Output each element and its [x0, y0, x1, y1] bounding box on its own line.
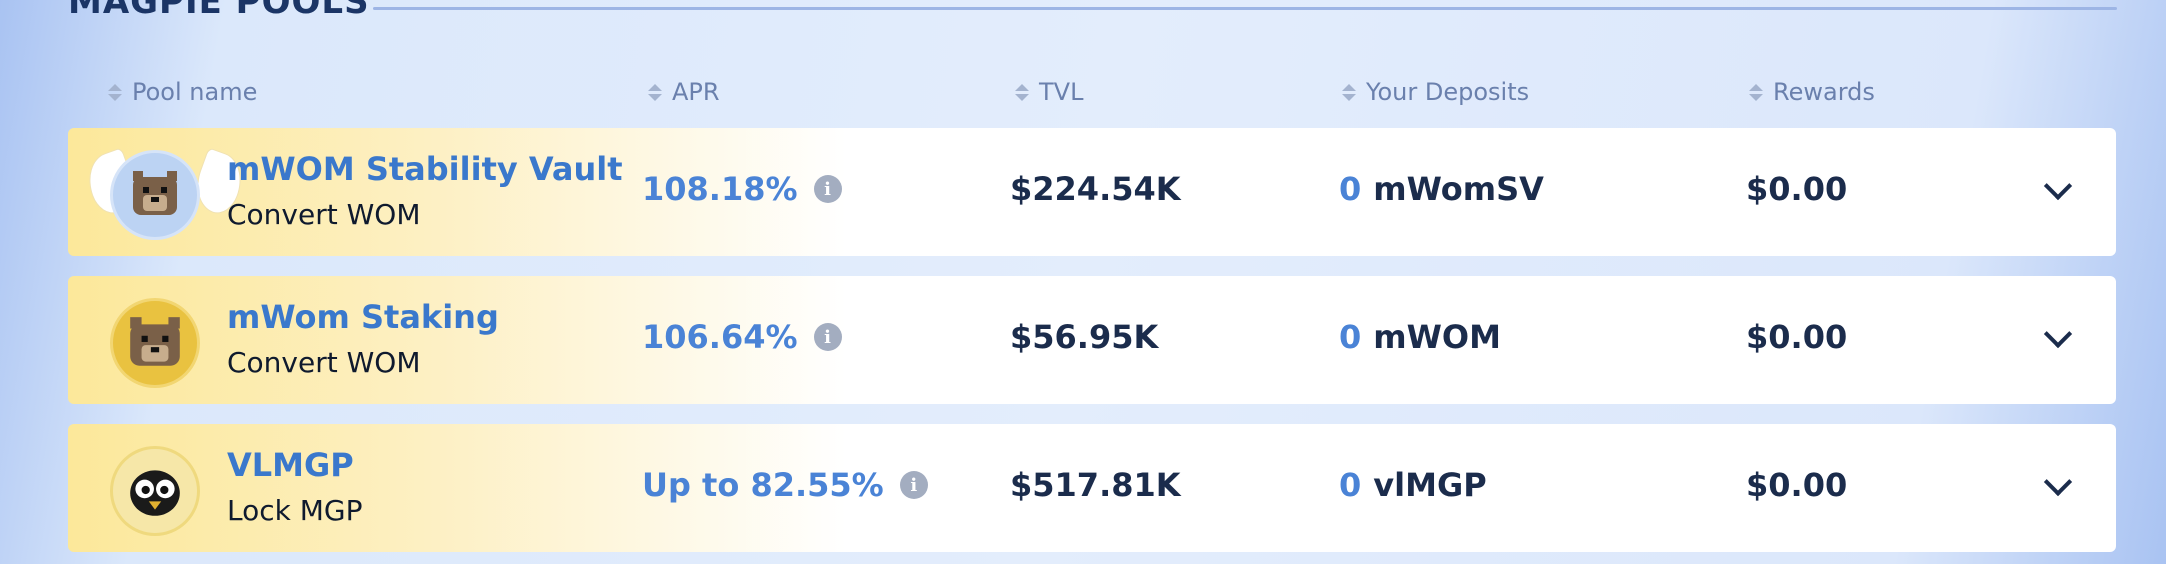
- section-title: MAGPIE POOLS: [68, 0, 370, 22]
- pool-rewards: $0.00: [1746, 318, 1848, 356]
- pool-subtitle: Convert WOM: [227, 346, 421, 379]
- info-icon[interactable]: i: [813, 175, 842, 203]
- sort-icon: [1015, 83, 1029, 101]
- pool-rewards: $0.00: [1746, 170, 1848, 208]
- magpie-icon: [110, 446, 200, 536]
- chevron-down-icon[interactable]: [2043, 467, 2073, 497]
- title-divider: [373, 7, 2117, 10]
- wombat-icon: [110, 298, 200, 388]
- column-header-deposits[interactable]: Your Deposits: [1342, 78, 1529, 106]
- pool-name[interactable]: VLMGP: [227, 446, 354, 484]
- sort-icon: [648, 83, 662, 101]
- sort-icon: [1749, 83, 1763, 101]
- sort-icon: [108, 83, 122, 101]
- pool-row-mwom-staking[interactable]: mWom Staking Convert WOM 106.64% i $56.9…: [68, 276, 2116, 404]
- chevron-down-icon[interactable]: [2043, 171, 2073, 201]
- pool-apr: Up to 82.55% i: [642, 466, 928, 504]
- apr-value: Up to 82.55%: [642, 466, 884, 504]
- deposit-token: mWomSV: [1373, 170, 1544, 208]
- table-header: Pool name APR TVL Your Deposits Rewards: [0, 78, 2166, 108]
- pool-rewards: $0.00: [1746, 466, 1848, 504]
- apr-value: 106.64%: [642, 318, 798, 356]
- column-label: Pool name: [132, 78, 258, 106]
- pool-row-mwom-stability-vault[interactable]: mWOM Stability Vault Convert WOM 108.18%…: [68, 128, 2116, 256]
- column-label: Rewards: [1773, 78, 1875, 106]
- pool-deposit: 0 mWOM: [1339, 318, 1501, 356]
- pool-name[interactable]: mWOM Stability Vault: [227, 150, 623, 188]
- sort-icon: [1342, 83, 1356, 101]
- info-icon[interactable]: i: [899, 471, 928, 499]
- pool-name[interactable]: mWom Staking: [227, 298, 499, 336]
- deposit-amount: 0: [1339, 318, 1362, 356]
- deposit-token: mWOM: [1373, 318, 1501, 356]
- pool-subtitle: Lock MGP: [227, 494, 363, 527]
- deposit-amount: 0: [1339, 466, 1362, 504]
- column-header-tvl[interactable]: TVL: [1015, 78, 1083, 106]
- chevron-down-icon[interactable]: [2043, 319, 2073, 349]
- deposit-token: vlMGP: [1373, 466, 1487, 504]
- column-label: APR: [672, 78, 720, 106]
- pool-tvl: $56.95K: [1010, 318, 1159, 356]
- pool-tvl: $224.54K: [1010, 170, 1181, 208]
- apr-value: 108.18%: [642, 170, 798, 208]
- pool-apr: 108.18% i: [642, 170, 842, 208]
- pool-row-vlmgp[interactable]: VLMGP Lock MGP Up to 82.55% i $517.81K 0…: [68, 424, 2116, 552]
- info-icon[interactable]: i: [813, 323, 842, 351]
- column-header-pool-name[interactable]: Pool name: [108, 78, 257, 106]
- column-label: TVL: [1039, 78, 1084, 106]
- wombat-angel-icon: [110, 150, 200, 240]
- pool-deposit: 0 vlMGP: [1339, 466, 1487, 504]
- pool-deposit: 0 mWomSV: [1339, 170, 1544, 208]
- column-label: Your Deposits: [1366, 78, 1530, 106]
- pool-apr: 106.64% i: [642, 318, 842, 356]
- column-header-apr[interactable]: APR: [648, 78, 720, 106]
- pool-subtitle: Convert WOM: [227, 198, 421, 231]
- column-header-rewards[interactable]: Rewards: [1749, 78, 1875, 106]
- pool-tvl: $517.81K: [1010, 466, 1181, 504]
- deposit-amount: 0: [1339, 170, 1362, 208]
